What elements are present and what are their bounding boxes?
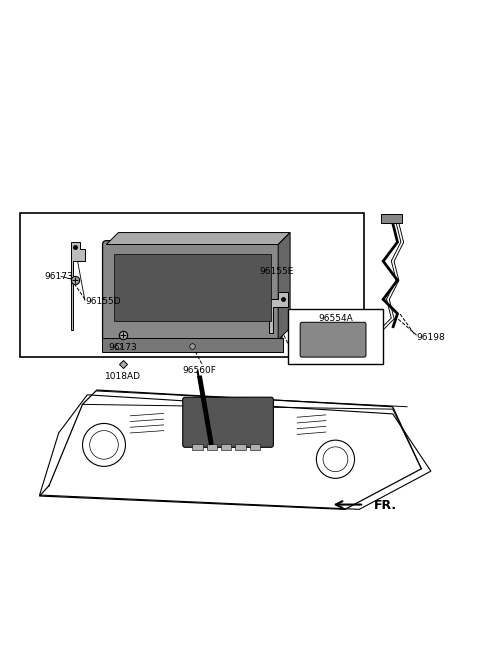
Polygon shape (278, 233, 290, 340)
Text: 96173: 96173 (44, 272, 73, 281)
FancyBboxPatch shape (103, 241, 282, 344)
Bar (381, 215, 402, 223)
Bar (206, 444, 217, 450)
Text: FR.: FR. (373, 499, 397, 512)
FancyBboxPatch shape (183, 397, 274, 447)
Bar (235, 444, 246, 450)
Polygon shape (107, 233, 290, 245)
Text: 96155E: 96155E (259, 267, 293, 276)
Bar (21, 213, 364, 357)
Text: 1018AD: 1018AD (105, 372, 141, 381)
Polygon shape (269, 292, 288, 333)
Bar (114, 254, 271, 321)
Polygon shape (39, 395, 431, 509)
Text: 96560F: 96560F (182, 366, 216, 375)
Bar (221, 444, 231, 450)
Text: 96155D: 96155D (85, 297, 120, 306)
Bar (192, 444, 203, 450)
Bar (250, 444, 260, 450)
Bar (288, 309, 383, 364)
FancyBboxPatch shape (300, 322, 366, 357)
Polygon shape (71, 242, 85, 331)
Text: 96173: 96173 (108, 343, 137, 352)
Bar (102, 338, 283, 352)
Text: 96198: 96198 (417, 333, 445, 342)
Text: 96554A: 96554A (318, 314, 353, 323)
